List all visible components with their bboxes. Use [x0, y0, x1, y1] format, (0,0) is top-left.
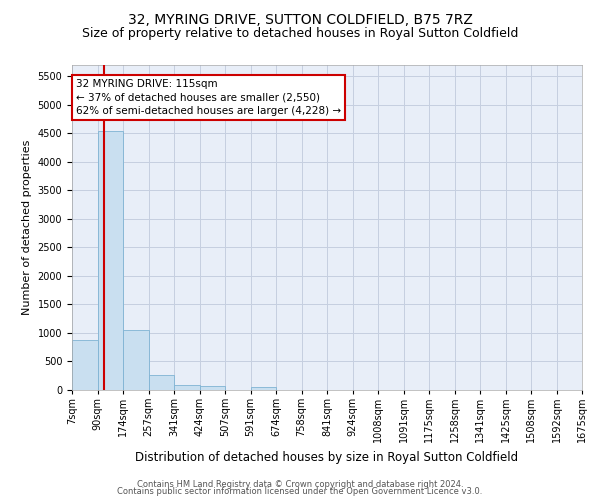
Text: Contains HM Land Registry data © Crown copyright and database right 2024.: Contains HM Land Registry data © Crown c…	[137, 480, 463, 489]
Bar	[199, 386, 225, 390]
Text: Contains public sector information licensed under the Open Government Licence v3: Contains public sector information licen…	[118, 488, 482, 496]
Bar	[123, 330, 149, 390]
Text: 32 MYRING DRIVE: 115sqm
← 37% of detached houses are smaller (2,550)
62% of semi: 32 MYRING DRIVE: 115sqm ← 37% of detache…	[76, 80, 341, 116]
Text: Size of property relative to detached houses in Royal Sutton Coldfield: Size of property relative to detached ho…	[82, 28, 518, 40]
Bar	[97, 130, 123, 390]
Text: 32, MYRING DRIVE, SUTTON COLDFIELD, B75 7RZ: 32, MYRING DRIVE, SUTTON COLDFIELD, B75 …	[128, 12, 472, 26]
Bar	[72, 340, 97, 390]
Bar	[251, 386, 276, 390]
Bar	[174, 386, 199, 390]
X-axis label: Distribution of detached houses by size in Royal Sutton Coldfield: Distribution of detached houses by size …	[136, 451, 518, 464]
Y-axis label: Number of detached properties: Number of detached properties	[22, 140, 32, 315]
Bar	[149, 374, 174, 390]
